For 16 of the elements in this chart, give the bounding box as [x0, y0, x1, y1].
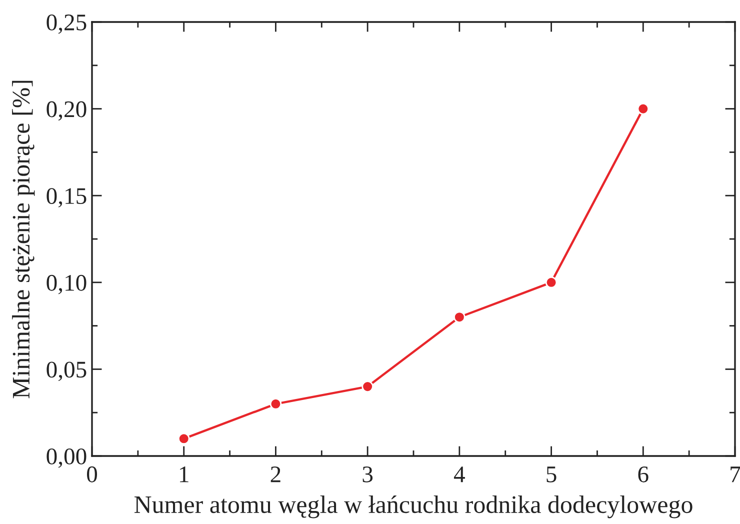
x-tick-label: 3 — [362, 466, 373, 482]
y-tick-label: 0,25 — [46, 14, 86, 34]
y-tick-label: 0,20 — [46, 101, 86, 121]
y-tick-label: 0,10 — [46, 274, 86, 294]
x-tick-label: 1 — [180, 466, 188, 482]
x-tick-label: 7 — [730, 466, 740, 482]
y-tick-label: 0,15 — [46, 188, 86, 208]
y-tick-label: 0,05 — [46, 362, 86, 382]
x-tick-label: 5 — [546, 466, 556, 482]
x-tick-label: 6 — [638, 466, 648, 482]
y-axis-title: Minimalne stężenie piorące [%] — [12, 80, 35, 398]
y-tick-label: 0,00 — [46, 448, 86, 468]
x-tick-label: 2 — [270, 466, 280, 482]
x-tick-label: 4 — [454, 466, 465, 482]
x-tick-label: 0 — [86, 466, 98, 482]
x-axis-title: Numer atomu węgla w łańcuchu rodnika dodecylowego — [134, 495, 692, 518]
